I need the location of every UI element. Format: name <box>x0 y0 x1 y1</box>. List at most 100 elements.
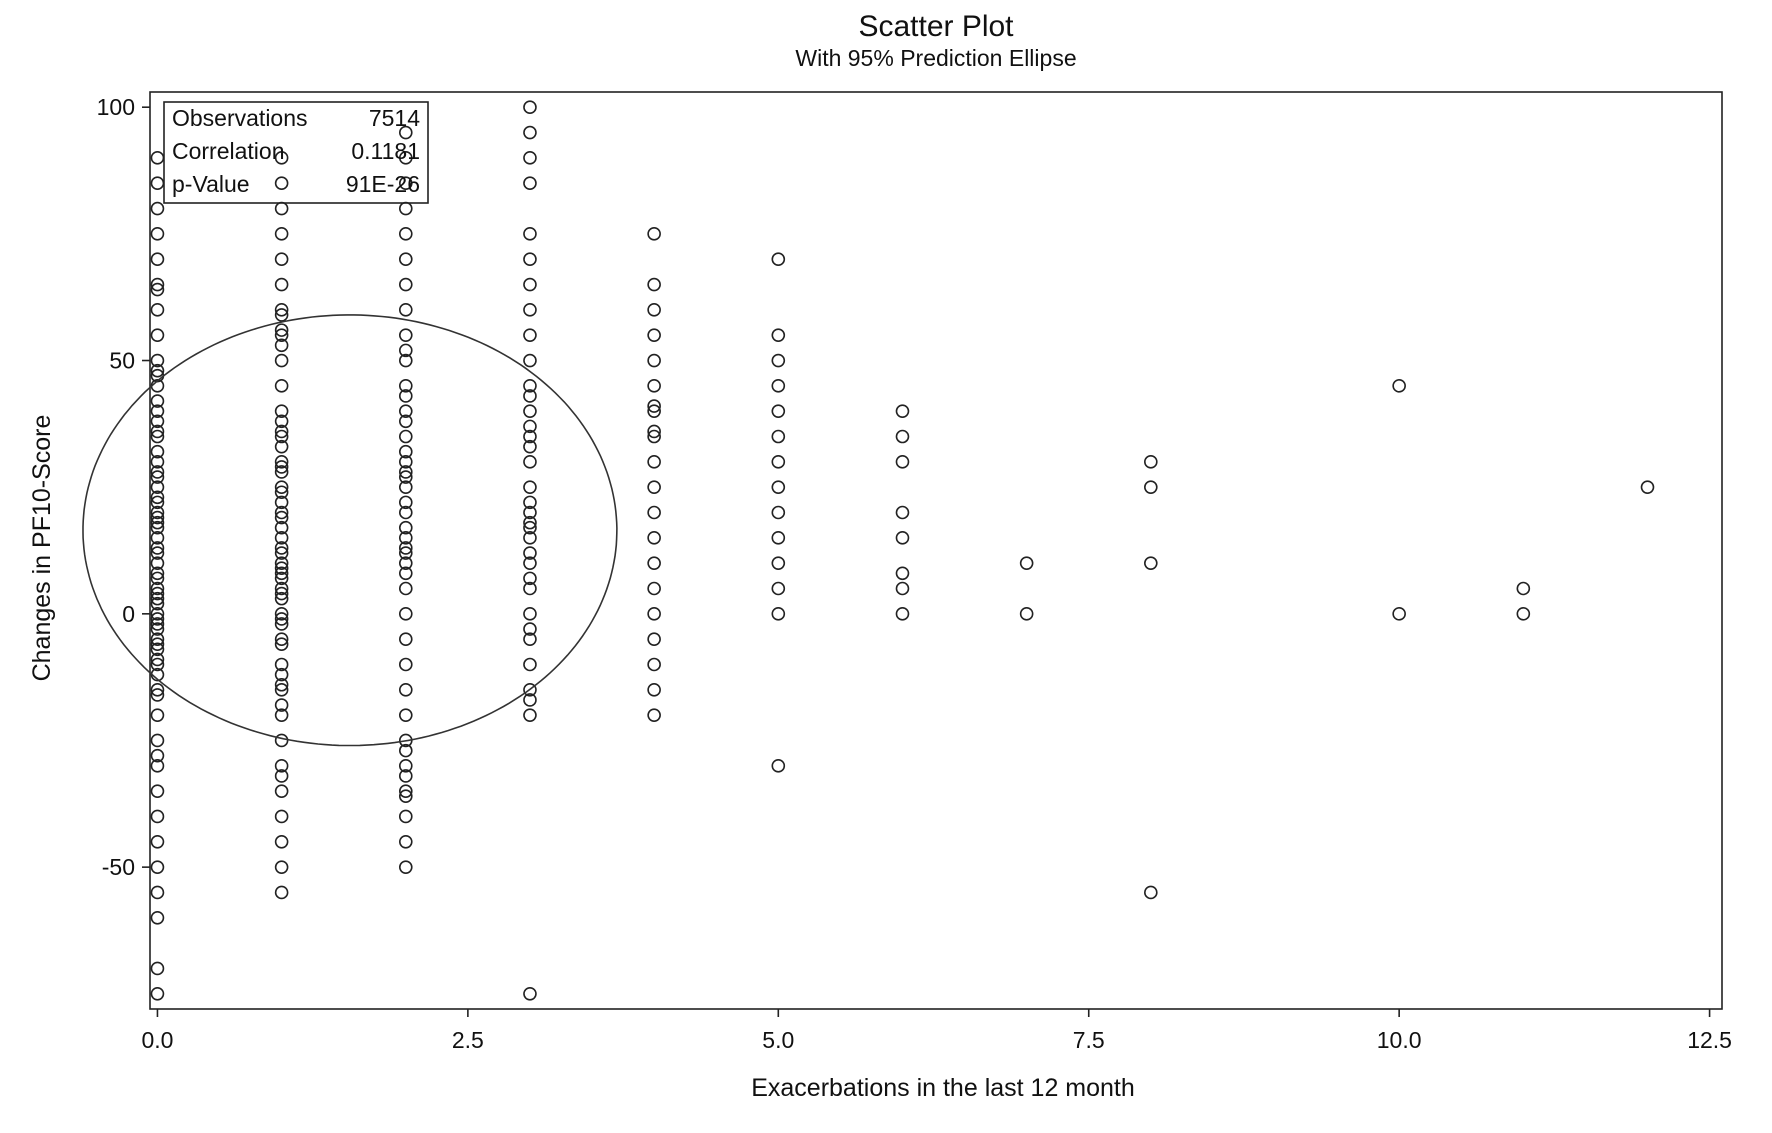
data-point <box>1144 480 1158 494</box>
data-point <box>647 531 661 545</box>
data-point <box>523 571 537 586</box>
data-point <box>523 125 537 140</box>
data-point <box>398 404 413 418</box>
data-point <box>647 404 661 418</box>
data-point <box>647 607 661 621</box>
data-point <box>398 556 413 570</box>
data-point <box>647 353 661 368</box>
data-point <box>398 480 413 494</box>
chart-title: Scatter Plot <box>858 10 1014 43</box>
y-tick-label: 0 <box>122 601 135 627</box>
data-point <box>771 505 786 520</box>
data-point <box>150 632 165 646</box>
data-point <box>895 581 910 596</box>
data-point <box>150 657 165 672</box>
data-point <box>771 480 786 494</box>
data-point <box>150 404 165 418</box>
data-point <box>150 353 165 368</box>
data-point <box>274 201 289 216</box>
x-tick-label: 12.5 <box>1687 1027 1732 1053</box>
data-point <box>274 612 289 626</box>
data-point <box>1144 455 1158 469</box>
data-point <box>150 282 165 297</box>
data-point <box>523 987 537 1001</box>
data-point <box>274 303 289 317</box>
data-point <box>398 860 413 874</box>
data-point <box>523 657 537 672</box>
data-point <box>523 683 537 697</box>
data-point <box>150 642 165 657</box>
data-point <box>274 353 289 368</box>
data-point <box>1640 480 1655 494</box>
data-point <box>523 480 537 494</box>
y-tick-label: 100 <box>97 94 135 120</box>
data-point <box>274 404 289 418</box>
data-point <box>523 176 537 190</box>
data-point <box>274 439 289 454</box>
data-point <box>523 632 537 646</box>
data-point <box>523 693 537 707</box>
data-point <box>523 151 537 165</box>
data-point <box>150 759 165 773</box>
data-point <box>647 657 661 672</box>
data-point <box>150 444 165 459</box>
data-point <box>523 607 537 621</box>
x-tick-label: 5.0 <box>762 1027 794 1053</box>
data-point <box>647 505 661 520</box>
data-point <box>150 556 165 570</box>
data-point <box>150 363 165 378</box>
data-point <box>1392 379 1406 393</box>
data-point <box>771 404 786 418</box>
data-point <box>274 227 289 241</box>
data-point <box>274 546 289 560</box>
data-point <box>523 353 537 368</box>
data-point <box>150 394 165 408</box>
data-point <box>1019 607 1034 621</box>
data-point <box>647 227 661 241</box>
data-point <box>274 338 289 353</box>
data-point <box>150 531 165 545</box>
data-point <box>150 510 165 525</box>
data-point <box>771 556 786 570</box>
data-point <box>150 566 165 581</box>
data-point <box>647 277 661 292</box>
data-point <box>895 505 910 520</box>
data-point <box>150 424 165 439</box>
data-point <box>398 632 413 646</box>
data-point <box>398 683 413 697</box>
data-point <box>398 505 413 520</box>
data-point <box>647 429 661 444</box>
data-point <box>771 353 786 368</box>
data-point <box>150 303 165 317</box>
data-point <box>274 759 289 773</box>
data-point <box>398 581 413 596</box>
data-point <box>398 789 413 804</box>
stats-label: Observations <box>172 105 308 131</box>
data-point <box>398 444 413 459</box>
data-point <box>274 657 289 672</box>
data-point <box>150 860 165 874</box>
data-point <box>150 586 165 601</box>
data-point <box>150 733 165 748</box>
data-point <box>274 414 289 429</box>
data-point <box>274 455 289 469</box>
data-point <box>274 885 289 900</box>
data-point <box>274 531 289 545</box>
data-points <box>150 100 1655 1001</box>
data-point <box>771 607 786 621</box>
data-point <box>150 591 165 606</box>
data-point <box>398 379 413 393</box>
data-point <box>274 698 289 712</box>
data-point <box>150 490 165 505</box>
data-point <box>274 465 289 479</box>
data-point <box>647 683 661 697</box>
data-point <box>150 581 165 596</box>
data-point <box>274 424 289 439</box>
x-axis-label: Exacerbations in the last 12 month <box>751 1074 1135 1102</box>
data-point <box>523 429 537 444</box>
data-point <box>523 520 537 535</box>
data-point <box>523 556 537 570</box>
data-point <box>274 677 289 692</box>
data-point <box>274 607 289 621</box>
